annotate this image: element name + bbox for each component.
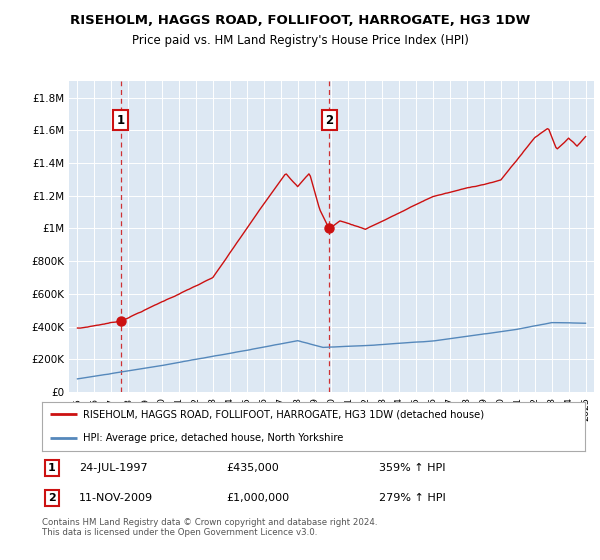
Text: £1,000,000: £1,000,000	[227, 493, 290, 503]
Text: 279% ↑ HPI: 279% ↑ HPI	[379, 493, 445, 503]
Text: 11-NOV-2009: 11-NOV-2009	[79, 493, 153, 503]
Text: 24-JUL-1997: 24-JUL-1997	[79, 463, 148, 473]
Text: 1: 1	[117, 114, 125, 127]
Text: HPI: Average price, detached house, North Yorkshire: HPI: Average price, detached house, Nort…	[83, 433, 343, 443]
Text: RISEHOLM, HAGGS ROAD, FOLLIFOOT, HARROGATE, HG3 1DW: RISEHOLM, HAGGS ROAD, FOLLIFOOT, HARROGA…	[70, 14, 530, 27]
Text: 2: 2	[48, 493, 56, 503]
Text: 1: 1	[48, 463, 56, 473]
Text: Contains HM Land Registry data © Crown copyright and database right 2024.
This d: Contains HM Land Registry data © Crown c…	[42, 518, 377, 538]
Text: £435,000: £435,000	[227, 463, 280, 473]
Text: 359% ↑ HPI: 359% ↑ HPI	[379, 463, 445, 473]
Text: 2: 2	[325, 114, 334, 127]
Text: Price paid vs. HM Land Registry's House Price Index (HPI): Price paid vs. HM Land Registry's House …	[131, 34, 469, 46]
Text: RISEHOLM, HAGGS ROAD, FOLLIFOOT, HARROGATE, HG3 1DW (detached house): RISEHOLM, HAGGS ROAD, FOLLIFOOT, HARROGA…	[83, 409, 484, 419]
